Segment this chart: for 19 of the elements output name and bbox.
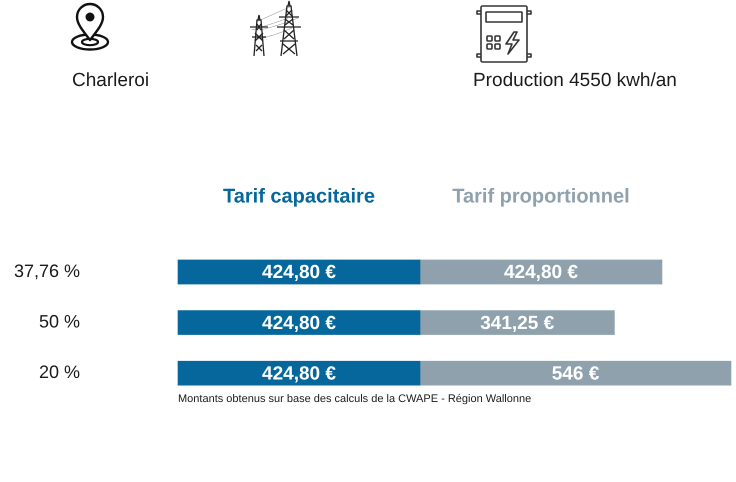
data-label: 424,80 € bbox=[262, 363, 336, 384]
annotation: Montants obtenus sur base des calculs de la CWAPE - Région Wallonne bbox=[178, 393, 532, 406]
text: Charleroi bbox=[72, 70, 150, 92]
y-tick-label: 20 % bbox=[38, 362, 80, 382]
data-label: 424,80 € bbox=[262, 312, 336, 334]
data-label: 424,80 € bbox=[262, 262, 336, 284]
text: Tarif capacitaire bbox=[223, 186, 375, 208]
text: Production 4550 kwh/an bbox=[473, 70, 677, 92]
data-label: 546 € bbox=[552, 363, 600, 384]
bar bbox=[178, 360, 420, 386]
text: Tarif proportionnel bbox=[452, 186, 630, 208]
bar bbox=[178, 260, 420, 284]
y-tick-label: 50 % bbox=[38, 312, 80, 332]
data-label: 424,80 € bbox=[504, 262, 578, 284]
y-tick-label: 37,76 % bbox=[14, 260, 80, 281]
bar bbox=[420, 360, 732, 386]
bar bbox=[178, 310, 420, 335]
data-label: 341,25 € bbox=[480, 312, 555, 334]
bar bbox=[420, 260, 662, 284]
